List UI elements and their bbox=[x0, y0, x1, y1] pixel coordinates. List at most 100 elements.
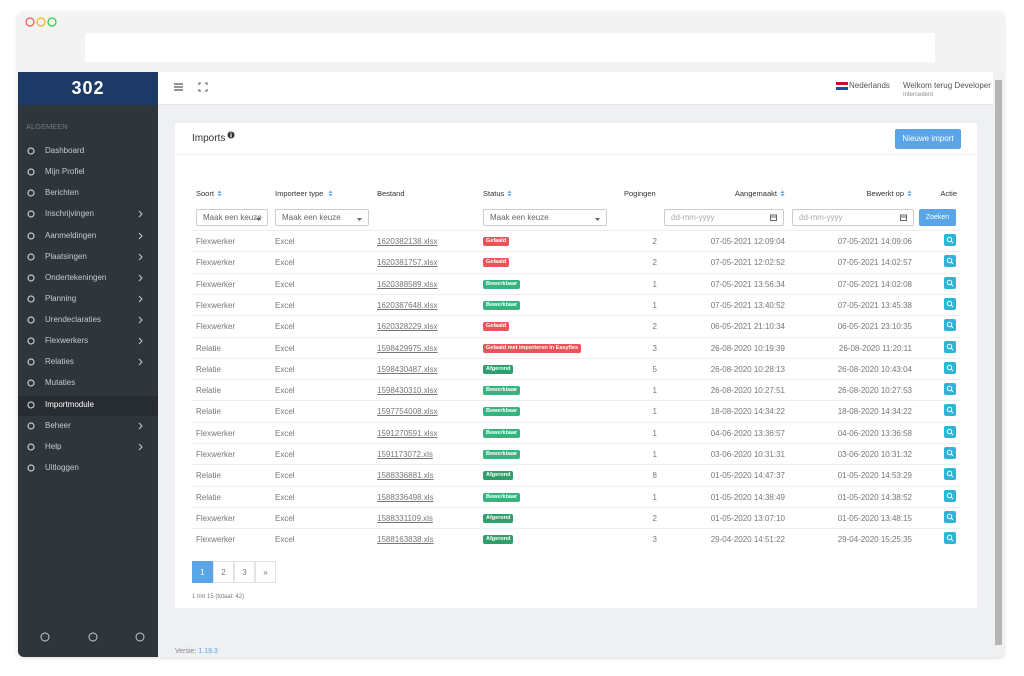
view-button[interactable] bbox=[944, 532, 956, 545]
file-link[interactable]: 1598430310.xlsx bbox=[377, 386, 438, 396]
nav-icon bbox=[27, 147, 35, 157]
row-border bbox=[192, 251, 960, 253]
nav-chevron bbox=[138, 274, 144, 284]
cell: Flexwerker bbox=[196, 300, 236, 310]
filter-date[interactable]: dd-mm-yyyy bbox=[664, 209, 784, 226]
view-button[interactable] bbox=[944, 468, 956, 481]
column-header[interactable]: Importeer type bbox=[275, 189, 324, 198]
nav-item[interactable]: Flexwerkers bbox=[45, 336, 89, 346]
file-link[interactable]: 1591270591.xlsx bbox=[377, 428, 438, 438]
cell: 07-05-2021 14:02:08 bbox=[837, 279, 912, 289]
filter-date[interactable]: dd-mm-yyyy bbox=[792, 209, 914, 226]
view-button[interactable] bbox=[944, 404, 956, 417]
cell: 01-05-2020 14:38:49 bbox=[710, 492, 785, 502]
version[interactable]: 1.19.3 bbox=[198, 648, 218, 655]
file-link[interactable]: 1620382138.xlsx bbox=[377, 237, 438, 246]
view-button[interactable] bbox=[944, 340, 956, 353]
cell: 06-05-2021 23:10:35 bbox=[837, 322, 912, 332]
view-button[interactable] bbox=[944, 361, 956, 374]
sidebar-section: ALGEMEEN bbox=[26, 122, 68, 131]
status-badge: Afgerond bbox=[483, 513, 514, 523]
address-bar[interactable] bbox=[85, 33, 935, 62]
logo[interactable]: 302 bbox=[18, 72, 158, 105]
cell: Excel bbox=[275, 513, 295, 523]
cell: Relatie bbox=[196, 343, 221, 353]
cell: 2 bbox=[652, 258, 657, 268]
cell: 01-05-2020 14:38:52 bbox=[837, 492, 912, 502]
column-header[interactable]: Aangemaakt bbox=[734, 189, 777, 198]
welcome: Welkom terug Developer bbox=[903, 81, 991, 90]
nav-item[interactable]: Plaatsingen bbox=[45, 251, 87, 261]
view-button[interactable] bbox=[944, 319, 956, 332]
filter-select[interactable]: Maak een keuze bbox=[196, 209, 268, 226]
cell: 3 bbox=[652, 343, 657, 353]
sort-icon bbox=[507, 190, 512, 199]
cell: Excel bbox=[275, 492, 295, 502]
nav-icon bbox=[27, 400, 35, 411]
file-link[interactable]: 1588331109.xls bbox=[377, 513, 433, 523]
file-link[interactable]: 1597754008.xlsx bbox=[377, 407, 438, 417]
file-link[interactable]: 1588163838.xls bbox=[377, 535, 434, 545]
view-button[interactable] bbox=[944, 234, 956, 246]
info-icon[interactable] bbox=[227, 131, 235, 139]
nav-item[interactable]: Ondertekeningen bbox=[45, 272, 107, 282]
page-button[interactable]: 3 bbox=[234, 561, 255, 583]
nav-item[interactable]: Beheer bbox=[45, 420, 71, 430]
nav-item[interactable]: Urendeclaraties bbox=[45, 315, 102, 325]
page-button[interactable]: 2 bbox=[213, 561, 234, 583]
column-header[interactable]: Status bbox=[483, 189, 505, 198]
view-button[interactable] bbox=[944, 425, 956, 438]
nav-item[interactable]: Relaties bbox=[45, 357, 74, 367]
nav-item[interactable]: Help bbox=[45, 441, 62, 451]
column-header[interactable]: Soort bbox=[196, 189, 214, 198]
nav-item[interactable]: Planning bbox=[45, 293, 77, 303]
cell: Excel bbox=[275, 300, 295, 310]
cell: 01-05-2020 14:47:37 bbox=[710, 471, 785, 481]
nav-chevron bbox=[138, 232, 144, 242]
view-button[interactable] bbox=[944, 510, 956, 523]
nav-item[interactable]: Uitloggen bbox=[45, 462, 79, 472]
menu-icons[interactable] bbox=[174, 82, 214, 94]
file-link[interactable]: 1598430487.xlsx bbox=[377, 364, 438, 374]
view-button[interactable] bbox=[944, 489, 956, 502]
nav-item[interactable]: Mijn Profiel bbox=[45, 167, 85, 177]
new-import-button[interactable]: Nieuwe import bbox=[895, 129, 961, 149]
search-button[interactable]: Zoeken bbox=[919, 209, 956, 226]
view-button[interactable] bbox=[944, 255, 956, 268]
nav-item[interactable]: Aanmeldingen bbox=[45, 230, 97, 240]
dropdown-caret bbox=[256, 215, 261, 224]
view-button[interactable] bbox=[944, 447, 956, 459]
file-link[interactable]: 1598429975.xlsx bbox=[377, 343, 438, 353]
column-header[interactable]: Bewerkt op bbox=[866, 189, 904, 198]
filter-select[interactable]: Maak een keuze bbox=[275, 209, 369, 226]
nav-item[interactable]: Mutaties bbox=[45, 378, 76, 388]
cell: Excel bbox=[275, 343, 295, 353]
file-link[interactable]: 1620387648.xlsx bbox=[377, 300, 438, 310]
file-link[interactable]: 1620328229.xlsx bbox=[377, 322, 438, 332]
nav-chevron bbox=[138, 295, 144, 305]
nav-chevron bbox=[138, 358, 144, 368]
nav-icon bbox=[27, 358, 35, 368]
filter-select[interactable]: Maak een keuze bbox=[483, 209, 607, 226]
status-badge: Bewerkbaar bbox=[483, 450, 521, 459]
view-button[interactable] bbox=[944, 383, 956, 396]
status-badge: Bewerkbaar bbox=[483, 279, 521, 289]
status-badge: Bewerkbaar bbox=[483, 428, 521, 438]
nav-item[interactable]: Inschrijvingen bbox=[45, 209, 94, 219]
view-button[interactable] bbox=[944, 297, 956, 310]
cell: 1 bbox=[652, 492, 657, 502]
file-link[interactable]: 1591173072.xls bbox=[377, 450, 433, 459]
page-button[interactable]: » bbox=[255, 561, 276, 583]
file-link[interactable]: 1620388589.xlsx bbox=[377, 279, 438, 289]
file-link[interactable]: 1588336498.xls bbox=[377, 492, 434, 502]
nav-item[interactable]: Berichten bbox=[45, 188, 79, 198]
language[interactable]: Nederlands bbox=[849, 81, 890, 90]
nav-item[interactable]: Importmodule bbox=[45, 399, 94, 409]
view-button[interactable] bbox=[944, 276, 956, 289]
scrollbar[interactable] bbox=[993, 72, 1004, 657]
row-border bbox=[192, 272, 960, 274]
page-button[interactable]: 1 bbox=[192, 561, 213, 583]
file-link[interactable]: 1620381757.xlsx bbox=[377, 258, 438, 268]
nav-item[interactable]: Dashboard bbox=[45, 146, 85, 155]
file-link[interactable]: 1588336881.xls bbox=[377, 471, 434, 481]
